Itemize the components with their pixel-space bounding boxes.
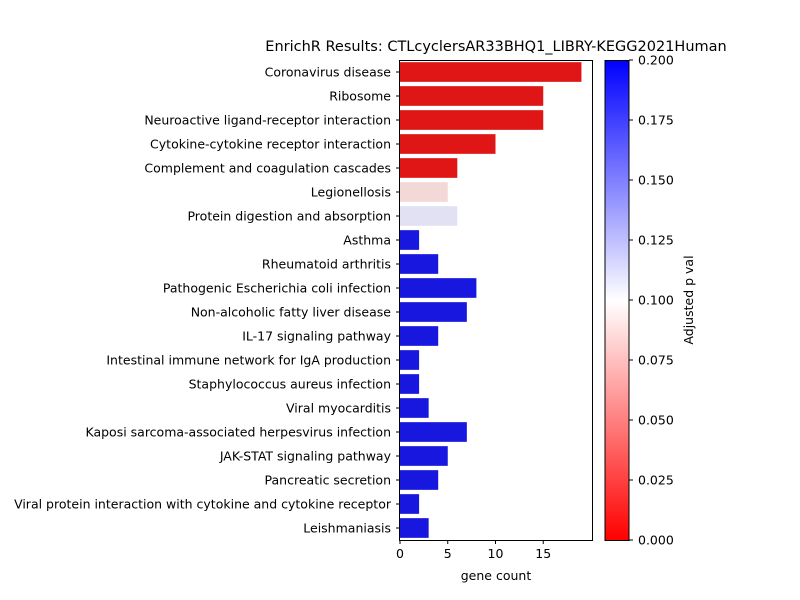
category-label: Pathogenic Escherichia coli infection bbox=[163, 281, 391, 296]
category-label: Pancreatic secretion bbox=[265, 473, 391, 488]
bar bbox=[400, 446, 448, 466]
category-label: Staphylococcus aureus infection bbox=[189, 377, 391, 392]
colorbar-tick-label: 0.000 bbox=[638, 533, 674, 548]
category-label: Asthma bbox=[343, 233, 391, 248]
bar bbox=[400, 278, 477, 298]
colorbar-tick-label: 0.150 bbox=[638, 173, 674, 188]
bars-layer bbox=[400, 62, 582, 538]
bar bbox=[400, 326, 439, 346]
colorbar-tick-label: 0.175 bbox=[638, 113, 674, 128]
x-tick-label: 5 bbox=[444, 546, 452, 561]
bar bbox=[400, 470, 439, 490]
bar bbox=[400, 206, 458, 226]
category-labels: Coronavirus disease Ribosome Neuroactive l… bbox=[14, 65, 400, 536]
category-label: Viral protein interaction with cytokine … bbox=[14, 497, 392, 512]
category-label: Leishmaniasis bbox=[303, 521, 391, 536]
category-label: Rheumatoid arthritis bbox=[262, 257, 391, 272]
colorbar bbox=[604, 60, 630, 541]
colorbar-tick-label: 0.025 bbox=[638, 473, 674, 488]
x-tick-label: 15 bbox=[535, 546, 551, 561]
bar bbox=[400, 374, 420, 394]
x-tick-label: 0 bbox=[396, 546, 404, 561]
category-label: Viral myocarditis bbox=[286, 401, 391, 416]
x-axis-ticks: 0 5 10 15 bbox=[396, 540, 551, 561]
bar bbox=[400, 494, 420, 514]
category-label: JAK-STAT signaling pathway bbox=[219, 449, 392, 464]
bar bbox=[400, 62, 582, 82]
colorbar-label: Adjusted p val bbox=[681, 255, 696, 344]
category-label: Ribosome bbox=[329, 89, 391, 104]
colorbar-tick-label: 0.050 bbox=[638, 413, 674, 428]
bar bbox=[400, 86, 544, 106]
bar bbox=[400, 158, 458, 178]
category-label: Complement and coagulation cascades bbox=[144, 161, 391, 176]
colorbar-tick-label: 0.075 bbox=[638, 353, 674, 368]
bar bbox=[400, 230, 420, 250]
category-label: IL-17 signaling pathway bbox=[242, 329, 391, 344]
category-label: Non-alcoholic fatty liver disease bbox=[191, 305, 392, 320]
colorbar-tick-label: 0.100 bbox=[638, 293, 674, 308]
bar bbox=[400, 350, 420, 370]
bar bbox=[400, 254, 439, 274]
category-label: Protein digestion and absorption bbox=[187, 209, 391, 224]
x-axis-label: gene count bbox=[461, 568, 532, 583]
plot-frame bbox=[399, 60, 593, 541]
bar bbox=[400, 398, 429, 418]
category-label: Kaposi sarcoma-associated herpesvirus in… bbox=[85, 425, 391, 440]
chart-title: EnrichR Results: CTLcyclersAR33BHQ1_LIBR… bbox=[265, 39, 726, 55]
bar bbox=[400, 134, 496, 154]
colorbar-ticks: 0.000 0.025 0.050 0.075 0.100 0.125 0.150 0.175… bbox=[629, 53, 674, 548]
category-label: Cytokine-cytokine receptor interaction bbox=[150, 137, 391, 152]
colorbar-tick-label: 0.200 bbox=[638, 53, 674, 68]
bar bbox=[400, 422, 467, 442]
bar bbox=[400, 182, 448, 202]
colorbar-tick-label: 0.125 bbox=[638, 233, 674, 248]
bar bbox=[400, 302, 467, 322]
category-label: Legionellosis bbox=[311, 185, 391, 200]
bar bbox=[400, 518, 429, 538]
category-label: Neuroactive ligand-receptor interaction bbox=[144, 113, 391, 128]
category-label: Intestinal immune network for IgA produc… bbox=[106, 353, 391, 368]
bar bbox=[400, 110, 544, 130]
x-tick-label: 10 bbox=[488, 546, 504, 561]
category-label: Coronavirus disease bbox=[265, 65, 392, 80]
